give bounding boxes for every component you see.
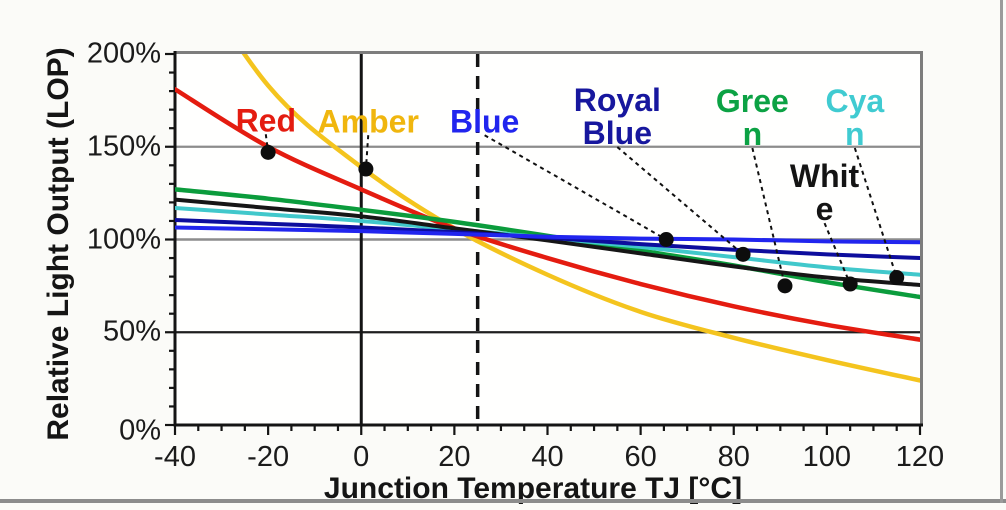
annotation-dot-red xyxy=(260,144,276,160)
annotation-leader-blue xyxy=(484,134,667,241)
annotation-leader-red xyxy=(264,134,270,153)
series-line-blue xyxy=(175,225,920,245)
series-line-red xyxy=(175,86,920,342)
annotation-leader-cyan xyxy=(853,147,898,278)
annotation-leader-amber xyxy=(364,135,370,170)
annotation-dot-amber xyxy=(358,161,374,177)
annotation-dot-cyan xyxy=(889,270,905,286)
annotation-dot-green xyxy=(777,278,793,294)
annotation-dot-royal-blue xyxy=(735,246,751,262)
series-line-white xyxy=(175,197,920,287)
annotation-leader-royal-blue xyxy=(616,146,744,256)
annotation-dot-white xyxy=(842,276,858,292)
figure-edge-bottom xyxy=(0,499,1006,503)
figure-edge-right xyxy=(1000,0,1003,503)
series-line-amber xyxy=(241,54,920,383)
annotation-dot-blue xyxy=(658,232,674,247)
annotation-leader-white xyxy=(823,222,852,285)
